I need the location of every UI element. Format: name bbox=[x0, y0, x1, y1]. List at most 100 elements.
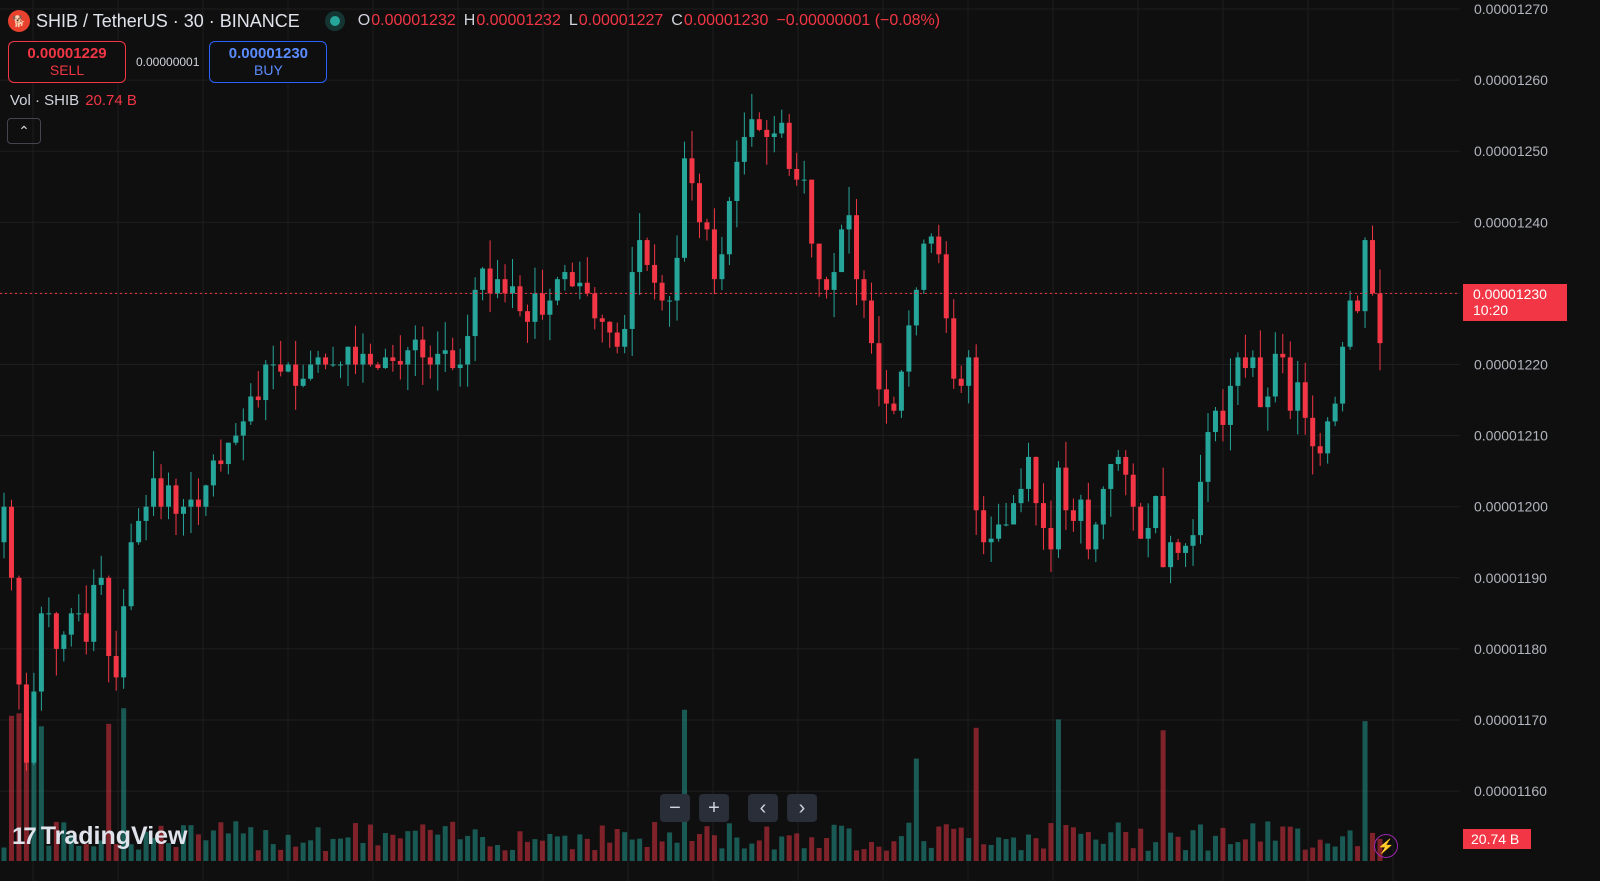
candle-body bbox=[1108, 464, 1114, 489]
candle-body bbox=[801, 179, 807, 181]
candle-body bbox=[285, 364, 291, 372]
candle-body bbox=[1377, 293, 1383, 344]
price-axis[interactable]: 0.00001270 0.00001260 0.00001250 0.00001240… bbox=[1474, 1, 1548, 799]
volume-bar bbox=[166, 843, 172, 861]
volume-bar bbox=[397, 838, 403, 861]
sell-button[interactable]: 0.00001229 SELL bbox=[8, 41, 126, 83]
chevron-up-icon: ⌃ bbox=[18, 122, 30, 139]
candle-body bbox=[1287, 357, 1293, 411]
candle-body bbox=[652, 264, 658, 283]
candle-body bbox=[352, 346, 358, 365]
volume-bar bbox=[1145, 850, 1151, 861]
volume-bar bbox=[554, 836, 560, 861]
volume-bar bbox=[913, 758, 919, 861]
volume-bar bbox=[1220, 827, 1226, 861]
symbol-title[interactable]: SHIB / TetherUS · 30 · BINANCE bbox=[36, 10, 300, 31]
volume-bar bbox=[1093, 839, 1099, 861]
candle-body bbox=[1362, 240, 1368, 312]
volume-bar bbox=[180, 825, 186, 861]
volume-bar bbox=[510, 849, 516, 861]
buy-button[interactable]: 0.00001230 BUY bbox=[209, 41, 328, 83]
volume-bar bbox=[906, 822, 912, 861]
zoom-out-button[interactable]: − bbox=[660, 794, 690, 822]
candle-body bbox=[427, 357, 433, 365]
volume-bar bbox=[218, 822, 224, 861]
volume-bar bbox=[233, 821, 239, 861]
candle-body bbox=[689, 158, 695, 184]
volume-bar bbox=[973, 727, 979, 861]
volume-bar bbox=[749, 843, 755, 861]
volume-bar bbox=[270, 844, 276, 861]
volume-bar bbox=[450, 821, 456, 861]
volume-bar bbox=[539, 840, 545, 861]
trade-panel: 0.00001229 SELL 0.00000001 0.00001230 BU… bbox=[8, 41, 328, 83]
candle-body bbox=[91, 584, 97, 642]
candle-body bbox=[405, 350, 411, 365]
volume-bar bbox=[1026, 834, 1032, 861]
candle-body bbox=[76, 613, 82, 615]
candle-body bbox=[786, 122, 792, 169]
candle-body bbox=[936, 236, 942, 255]
sell-price: 0.00001229 bbox=[27, 45, 107, 62]
candle-body bbox=[584, 282, 590, 294]
candle-body bbox=[263, 364, 269, 401]
candle-body bbox=[293, 364, 299, 386]
candle-body bbox=[966, 357, 972, 386]
candle-body bbox=[278, 364, 284, 372]
change-value: −0.00000001 (−0.08%) bbox=[776, 12, 941, 29]
brand-name: TradingView bbox=[40, 822, 188, 850]
candle-body bbox=[831, 272, 837, 290]
scroll-left-button[interactable]: ‹ bbox=[748, 794, 778, 822]
volume-bar bbox=[652, 822, 658, 861]
volume-bar bbox=[68, 834, 74, 861]
candle-body bbox=[846, 215, 852, 230]
volume-bar bbox=[1123, 831, 1129, 861]
candle-body bbox=[360, 353, 366, 365]
candle-body bbox=[1175, 542, 1181, 553]
volume-value: 20.74 B bbox=[85, 92, 137, 109]
scroll-right-button[interactable]: › bbox=[787, 794, 817, 822]
volume-bar bbox=[345, 837, 351, 861]
low-value: L0.00001227 bbox=[568, 12, 664, 29]
price-tick-label: 0.00001170 bbox=[1474, 712, 1547, 728]
candle-body bbox=[465, 336, 471, 365]
candle-body bbox=[599, 318, 605, 322]
candle-body bbox=[502, 279, 508, 294]
lightning-icon[interactable]: ⚡ bbox=[1374, 834, 1398, 858]
volume-bar bbox=[981, 844, 987, 861]
volume-bar bbox=[943, 824, 949, 861]
volume-bar bbox=[659, 841, 665, 861]
candle-body bbox=[98, 577, 104, 585]
zoom-in-button[interactable]: + bbox=[699, 794, 729, 822]
volume-bar bbox=[495, 844, 501, 861]
volume-bar bbox=[592, 850, 598, 861]
symbol-legend: 🐕 SHIB / TetherUS · 30 · BINANCE O0.0000… bbox=[8, 10, 940, 32]
volume-bar bbox=[1070, 827, 1076, 861]
candle-body bbox=[524, 311, 530, 322]
volume-bar bbox=[457, 839, 463, 861]
candle-body bbox=[1115, 456, 1121, 465]
candle-body bbox=[225, 442, 231, 465]
candle-body bbox=[83, 613, 89, 642]
candle-body bbox=[854, 215, 860, 280]
candle-body bbox=[921, 243, 927, 290]
candle-body bbox=[375, 364, 381, 369]
candle-body bbox=[300, 378, 306, 386]
candle-body bbox=[233, 435, 239, 443]
tradingview-mark-icon: 17 bbox=[12, 822, 37, 850]
candle-body bbox=[779, 122, 785, 134]
volume-bar bbox=[771, 849, 777, 861]
candle-body bbox=[614, 332, 620, 347]
volume-bar bbox=[831, 824, 837, 861]
candle-body bbox=[1160, 496, 1166, 568]
candle-body bbox=[824, 279, 830, 290]
tradingview-logo[interactable]: 17 TradingView bbox=[12, 822, 188, 851]
price-tick-label: 0.00001250 bbox=[1474, 143, 1548, 159]
candles bbox=[1, 93, 1383, 771]
volume-bar bbox=[76, 845, 82, 861]
volume-legend[interactable]: Vol · SHIB 20.74 B bbox=[10, 92, 137, 109]
volume-bar bbox=[524, 841, 530, 861]
collapse-legend-button[interactable]: ⌃ bbox=[7, 118, 41, 144]
volume-bar bbox=[173, 847, 179, 861]
